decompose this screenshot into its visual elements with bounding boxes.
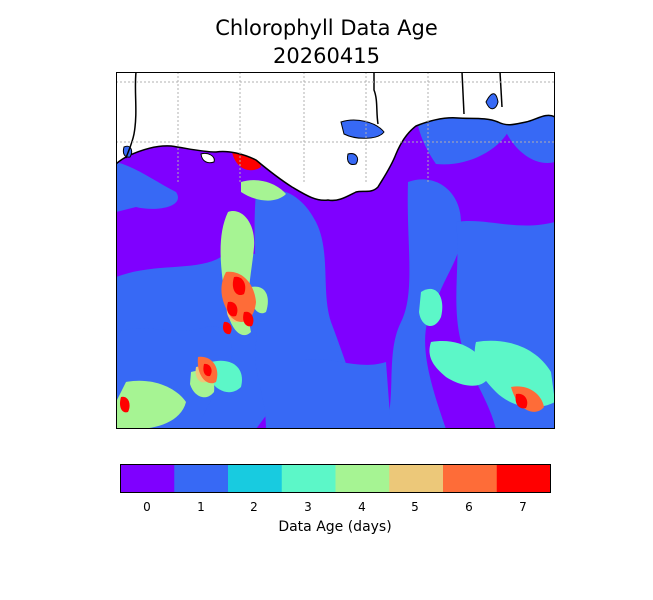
- colorbar-tick-label: 6: [465, 500, 473, 514]
- colorbar-tick-label: 1: [197, 500, 205, 514]
- colorbar-swatch-7: [496, 464, 551, 493]
- bay-blue: [485, 93, 499, 110]
- chart-title: Chlorophyll Data Age: [215, 16, 438, 40]
- colorbar-tick-label: 4: [358, 500, 366, 514]
- colorbar-tick-label: 3: [304, 500, 312, 514]
- colorbar-tick-label: 5: [411, 500, 419, 514]
- inland-lake: [200, 153, 215, 164]
- colorbar-tick-label: 2: [250, 500, 258, 514]
- bay-blue: [347, 153, 359, 165]
- colorbar-tick-label: 0: [143, 500, 151, 514]
- colorbar-swatch-5: [389, 464, 444, 493]
- colorbar: [120, 464, 551, 493]
- state-border: [373, 72, 379, 125]
- colorbar-swatch-6: [443, 464, 498, 493]
- state-border: [499, 72, 503, 108]
- colorbar-swatch-4: [335, 464, 390, 493]
- state-border: [461, 72, 465, 115]
- colorbar-swatch-0: [120, 464, 175, 493]
- colorbar-label: Data Age (days): [278, 519, 392, 535]
- bay-blue: [340, 119, 385, 139]
- colorbar-swatch-2: [228, 464, 283, 493]
- state-border: [125, 72, 137, 159]
- data-age-map: [116, 72, 555, 429]
- chart-date: 20260415: [273, 44, 380, 68]
- colorbar-tick-label: 7: [519, 500, 527, 514]
- gridlines: [116, 72, 555, 182]
- colorbar-swatch-1: [174, 464, 229, 493]
- land-mass: [116, 72, 555, 202]
- colorbar-swatch-3: [281, 464, 336, 493]
